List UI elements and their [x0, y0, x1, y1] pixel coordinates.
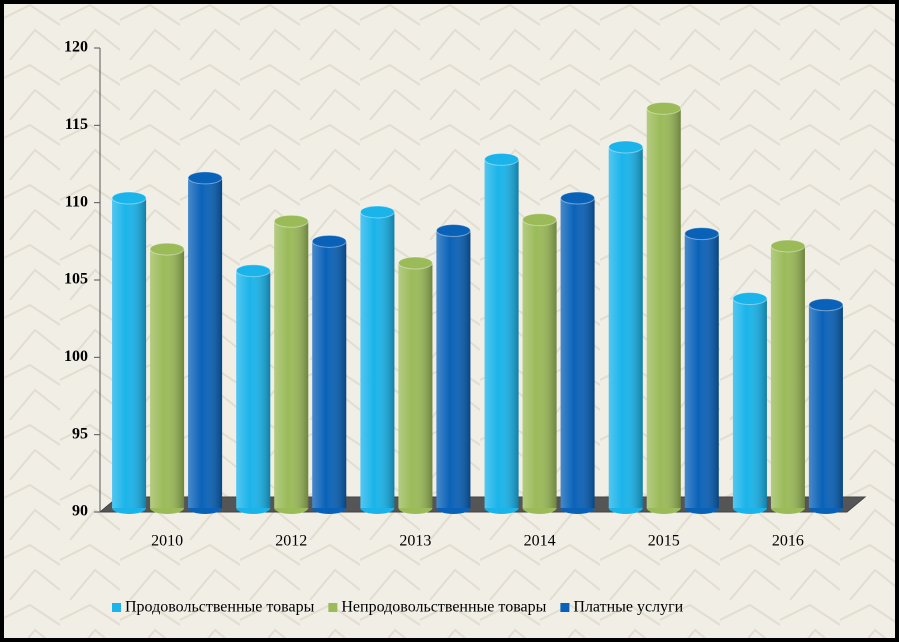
bar-shade	[770, 245, 805, 508]
bar-shade	[398, 262, 433, 508]
x-tick-label: 2014	[524, 533, 556, 550]
bar-top	[522, 213, 558, 227]
x-tick-label: 2013	[399, 533, 431, 550]
bar-shade	[360, 211, 395, 509]
bar-shade	[560, 198, 595, 508]
bar-top	[770, 239, 806, 253]
y-tick-label: 115	[65, 116, 88, 133]
bar-shade	[312, 241, 347, 509]
bar-shade	[236, 270, 271, 508]
legend-swatch	[112, 603, 121, 612]
bar-shade	[808, 304, 843, 508]
bar-top	[187, 171, 223, 185]
x-tick-label: 2010	[151, 533, 183, 550]
y-tick-label: 100	[64, 348, 88, 365]
bar-shade	[436, 230, 471, 509]
legend-label: Непродовольственные товары	[341, 599, 546, 616]
y-tick-label: 110	[65, 193, 88, 210]
y-tick-label: 105	[64, 271, 88, 288]
bar-shade	[484, 159, 519, 509]
bar-top	[397, 256, 433, 270]
bar-top	[808, 298, 844, 312]
legend-label: Продовольственные товары	[125, 599, 315, 616]
y-tick-label: 90	[72, 503, 88, 520]
bar-top	[311, 234, 347, 248]
bar-shade	[112, 198, 147, 508]
bar-top	[273, 214, 309, 228]
bar-top	[732, 292, 768, 306]
bar-top	[435, 224, 471, 238]
bar-shade	[732, 298, 767, 508]
bar-top	[359, 205, 395, 219]
x-tick-label: 2016	[772, 533, 804, 550]
bar-shade	[646, 108, 681, 508]
bar-top	[646, 101, 682, 115]
y-tick-label: 95	[72, 425, 88, 442]
bar-top	[149, 242, 185, 256]
bar-top	[484, 152, 520, 166]
legend-label: Платные услуги	[573, 599, 683, 616]
legend-swatch	[328, 603, 338, 612]
legend-swatch	[560, 603, 570, 612]
bar-shade	[150, 249, 185, 509]
y-tick-label: 120	[64, 39, 88, 56]
x-tick-label: 2015	[648, 533, 680, 550]
bar-shade	[684, 233, 719, 508]
bar-top	[684, 227, 720, 241]
x-tick-label: 2012	[275, 533, 307, 550]
bar-shade	[608, 146, 643, 508]
bar-top	[608, 140, 644, 154]
bar-shade	[188, 177, 223, 509]
bar-top	[111, 191, 147, 205]
bar-top	[560, 191, 596, 205]
bar-shade	[522, 219, 557, 508]
bar-shade	[274, 221, 309, 508]
bar-top	[235, 264, 271, 278]
